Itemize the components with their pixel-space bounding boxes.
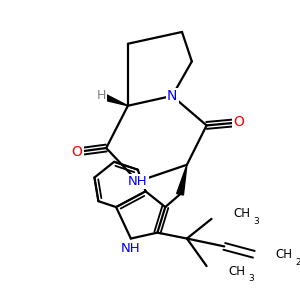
Text: CH: CH	[233, 207, 250, 220]
Text: N: N	[167, 89, 177, 103]
Text: NH: NH	[128, 175, 148, 188]
Text: CH: CH	[275, 248, 292, 261]
Text: 2: 2	[295, 258, 300, 267]
Text: O: O	[234, 116, 244, 130]
Text: H: H	[97, 89, 106, 102]
Text: CH: CH	[228, 265, 245, 278]
Polygon shape	[177, 165, 187, 195]
Text: NH: NH	[121, 242, 141, 255]
Polygon shape	[100, 93, 128, 106]
Text: 3: 3	[248, 274, 254, 284]
Text: 3: 3	[253, 217, 259, 226]
Text: O: O	[71, 145, 82, 159]
